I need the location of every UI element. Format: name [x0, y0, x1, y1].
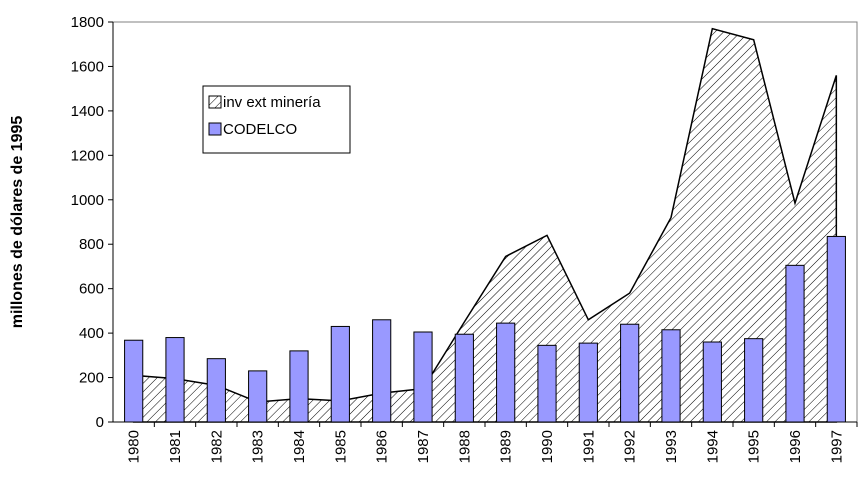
x-tick-label: 1996 [787, 430, 804, 463]
bar [206, 358, 226, 423]
y-tick-label: 1800 [71, 14, 104, 31]
legend-box [202, 85, 351, 154]
x-tick-label: 1988 [456, 430, 473, 463]
bar [620, 323, 640, 423]
y-tick-label: 200 [79, 370, 104, 387]
legend-label: inv ext minería [223, 94, 321, 111]
y-axis-title: millones de dólares de 1995 [9, 116, 26, 329]
x-tick-label: 1981 [167, 430, 184, 463]
legend-swatch [208, 122, 222, 136]
y-tick-label: 800 [79, 236, 104, 253]
bar [372, 319, 392, 423]
x-tick-label: 1985 [332, 430, 349, 463]
y-tick-label: 600 [79, 281, 104, 298]
x-tick-label: 1980 [126, 430, 143, 463]
y-tick-label: 400 [79, 325, 104, 342]
x-tick-label: 1987 [415, 430, 432, 463]
x-tick-label: 1990 [539, 430, 556, 463]
legend-swatch [208, 95, 222, 109]
y-tick-label: 1400 [71, 103, 104, 120]
bar [289, 350, 309, 423]
bar [413, 331, 433, 423]
x-tick-label: 1989 [498, 430, 515, 463]
bar [165, 337, 185, 423]
bar [702, 341, 722, 423]
x-tick-label: 1995 [746, 430, 763, 463]
x-tick-label: 1994 [704, 430, 721, 463]
y-tick-label: 1600 [71, 58, 104, 75]
bar [248, 370, 268, 423]
bar [330, 325, 350, 423]
x-tick-label: 1986 [374, 430, 391, 463]
legend-label: CODELCO [223, 121, 297, 138]
bar [578, 342, 598, 423]
x-tick-label: 1993 [663, 430, 680, 463]
x-tick-label: 1982 [208, 430, 225, 463]
y-tick-label: 0 [96, 414, 104, 431]
x-tick-label: 1983 [250, 430, 267, 463]
y-tick-label: 1000 [71, 192, 104, 209]
bar [537, 344, 557, 423]
x-tick-label: 1992 [622, 430, 639, 463]
bar [496, 322, 516, 423]
bar [826, 235, 846, 423]
bar [661, 329, 681, 423]
x-tick-label: 1984 [291, 430, 308, 463]
y-tick-label: 1200 [71, 147, 104, 164]
bar [124, 339, 144, 423]
x-tick-label: 1991 [580, 430, 597, 463]
area [132, 27, 838, 423]
bar [454, 333, 474, 423]
bar [744, 338, 764, 423]
bar [785, 264, 805, 423]
x-tick-label: 1997 [828, 430, 845, 463]
